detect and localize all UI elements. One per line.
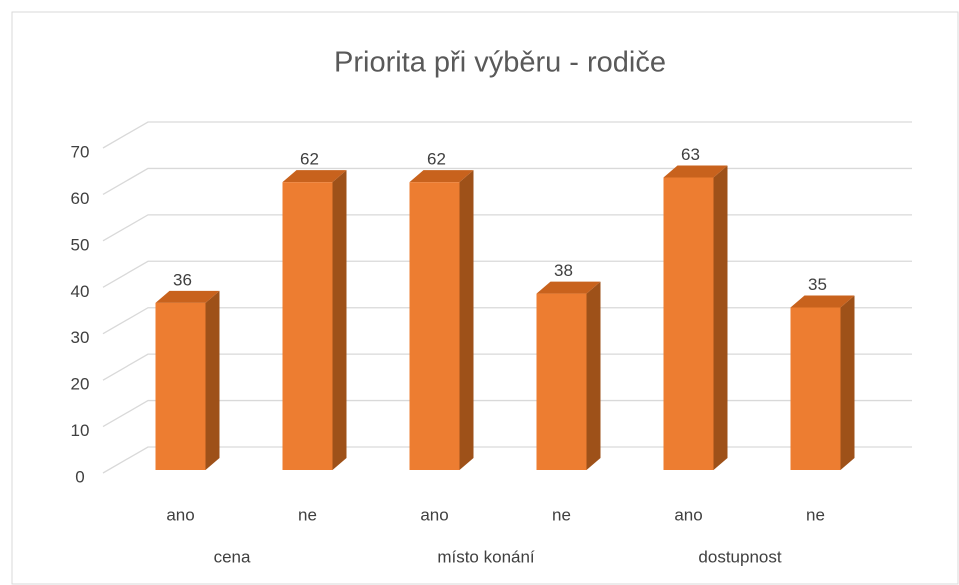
y-tick-label: 0 — [75, 467, 84, 486]
bar-top — [155, 290, 220, 303]
grid-line — [102, 307, 912, 335]
grid-line — [102, 260, 912, 288]
x-tick-label: ano — [420, 505, 448, 524]
data-label: 62 — [427, 150, 446, 169]
bar-side — [459, 170, 474, 470]
bar-side — [713, 165, 728, 470]
bar-top — [663, 165, 728, 178]
y-tick-label: 10 — [71, 421, 90, 440]
bar-top — [536, 281, 601, 294]
y-tick-label: 70 — [71, 142, 90, 161]
data-label: 35 — [808, 275, 827, 294]
bar — [155, 302, 206, 470]
group-label: dostupnost — [698, 547, 781, 566]
y-tick-label: 20 — [71, 375, 90, 394]
grid-line — [102, 167, 912, 195]
bar — [790, 307, 841, 470]
data-label: 63 — [681, 145, 700, 164]
data-label: 38 — [554, 261, 573, 280]
x-tick-label: ne — [552, 505, 571, 524]
bar-side — [205, 290, 220, 470]
chart-title: Priorita při výběru - rodiče — [334, 47, 666, 79]
bar-side — [332, 170, 347, 470]
bar — [536, 293, 587, 470]
grid-line — [102, 121, 912, 149]
data-label: 36 — [173, 270, 192, 289]
group-label: cena — [214, 547, 251, 566]
y-tick-label: 60 — [71, 189, 90, 208]
x-tick-label: ano — [674, 505, 702, 524]
grid-line — [102, 353, 912, 381]
bar-top — [409, 170, 474, 183]
grid-line — [102, 214, 912, 242]
grid-line — [102, 446, 912, 474]
y-tick-label: 30 — [71, 328, 90, 347]
bar-side — [586, 281, 601, 470]
bar-side — [840, 295, 855, 470]
x-tick-label: ne — [806, 505, 825, 524]
y-tick-label: 50 — [71, 235, 90, 254]
grid-line — [102, 399, 912, 428]
bar-top — [790, 295, 855, 308]
x-tick-label: ne — [298, 505, 317, 524]
x-tick-label: ano — [166, 505, 194, 524]
group-label: místo konání — [437, 547, 535, 566]
y-tick-label: 40 — [71, 282, 90, 301]
bar — [282, 182, 333, 470]
bar — [409, 182, 460, 470]
bar — [663, 177, 714, 470]
bar-top — [282, 170, 347, 183]
data-label: 62 — [300, 150, 319, 169]
